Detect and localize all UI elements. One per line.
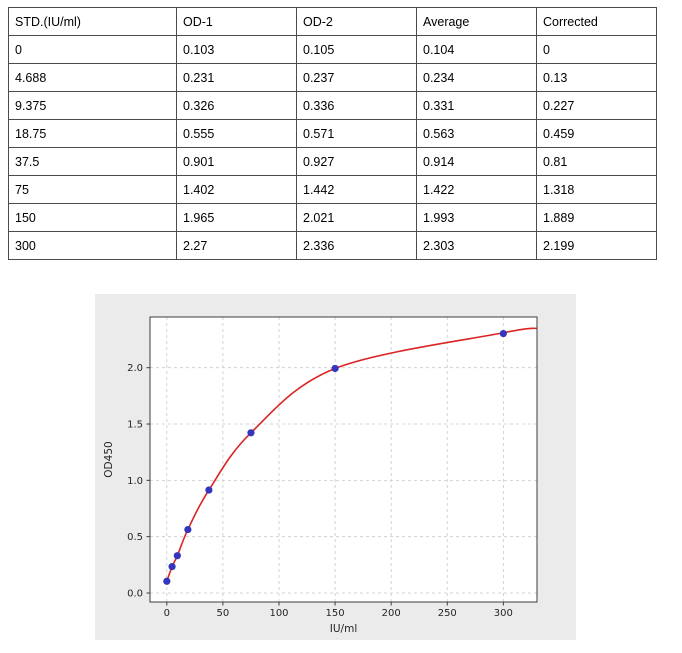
x-axis-label: IU/ml bbox=[330, 623, 357, 635]
table-cell: 0.927 bbox=[296, 147, 417, 176]
table-header-cell: OD-1 bbox=[176, 7, 297, 36]
table-cell: 1.889 bbox=[536, 203, 657, 232]
data-point bbox=[499, 329, 507, 338]
table-cell: 0.563 bbox=[416, 119, 537, 148]
data-point bbox=[163, 577, 171, 585]
table-header-row: STD.(IU/ml) OD-1 OD-2 Average Corrected bbox=[8, 7, 657, 36]
table-row: 75 1.402 1.442 1.422 1.318 bbox=[8, 175, 657, 204]
data-point bbox=[184, 525, 192, 534]
table-cell: 0.901 bbox=[176, 147, 297, 176]
table-cell: 1.318 bbox=[536, 175, 657, 204]
data-point bbox=[173, 552, 181, 560]
y-tick-label: 0.5 bbox=[127, 532, 143, 543]
table-cell: 0.234 bbox=[416, 63, 537, 92]
y-tick-label: 2.0 bbox=[127, 363, 143, 374]
tick-labels: 0 50 100 150 200 250 300 0.0 0.5 1.0 1.5 2.0 bbox=[127, 363, 513, 619]
table-cell: 1.993 bbox=[416, 203, 537, 232]
table-header-cell: STD.(IU/ml) bbox=[8, 7, 177, 36]
data-points bbox=[163, 329, 507, 585]
table-cell: 0.13 bbox=[536, 63, 657, 92]
table-cell: 0.459 bbox=[536, 119, 657, 148]
table-cell: 0.555 bbox=[176, 119, 297, 148]
data-point bbox=[247, 429, 255, 437]
table-cell: 0 bbox=[536, 35, 657, 64]
table-cell: 0.326 bbox=[176, 91, 297, 120]
table-row: 0 0.103 0.105 0.104 0 bbox=[8, 35, 657, 64]
table-cell: 0.105 bbox=[296, 35, 417, 64]
table-row: 150 1.965 2.021 1.993 1.889 bbox=[8, 203, 657, 232]
table-cell: 2.199 bbox=[536, 231, 657, 260]
table-cell: 0.81 bbox=[536, 147, 657, 176]
standard-curve-figure: 0 50 100 150 200 250 300 0.0 0.5 1.0 1.5 2.0 IU/ml OD… bbox=[95, 294, 576, 640]
fit-curve-line bbox=[166, 327, 538, 582]
data-point bbox=[168, 563, 176, 571]
table-cell: 0.914 bbox=[416, 147, 537, 176]
table-cell: 4.688 bbox=[8, 63, 177, 92]
table-cell: 300 bbox=[8, 231, 177, 260]
standard-curve-chart: 0 50 100 150 200 250 300 0.0 0.5 1.0 1.5 2.0 IU/ml OD… bbox=[95, 294, 576, 640]
table-cell: 1.402 bbox=[176, 175, 297, 204]
table-cell: 0.227 bbox=[536, 91, 657, 120]
table-cell: 0.231 bbox=[176, 63, 297, 92]
x-tick-label: 100 bbox=[269, 608, 288, 619]
x-tick-label: 200 bbox=[382, 608, 401, 619]
table-cell: 75 bbox=[8, 175, 177, 204]
x-tick-label: 150 bbox=[326, 608, 345, 619]
plot-background bbox=[150, 317, 537, 602]
data-point bbox=[205, 486, 213, 494]
table-cell: 2.336 bbox=[296, 231, 417, 260]
table-cell: 0 bbox=[8, 35, 177, 64]
grid-lines bbox=[150, 317, 537, 602]
table-cell: 0.104 bbox=[416, 35, 537, 64]
axis-ticks bbox=[146, 367, 504, 606]
table-row: 300 2.27 2.336 2.303 2.199 bbox=[8, 231, 657, 260]
x-tick-label: 300 bbox=[494, 608, 513, 619]
standards-table: STD.(IU/ml) OD-1 OD-2 Average Corrected 0 0.1… bbox=[8, 7, 657, 260]
table-cell: 18.75 bbox=[8, 119, 177, 148]
table-cell: 2.303 bbox=[416, 231, 537, 260]
x-tick-label: 0 bbox=[164, 608, 170, 619]
x-tick-label: 50 bbox=[217, 608, 230, 619]
table-cell: 0.331 bbox=[416, 91, 537, 120]
table-cell: 150 bbox=[8, 203, 177, 232]
table-cell: 2.27 bbox=[176, 231, 297, 260]
table-row: 4.688 0.231 0.237 0.234 0.13 bbox=[8, 63, 657, 92]
table-cell: 9.375 bbox=[8, 91, 177, 120]
y-tick-label: 0.0 bbox=[127, 588, 143, 599]
table-cell: 0.571 bbox=[296, 119, 417, 148]
table-row: 9.375 0.326 0.336 0.331 0.227 bbox=[8, 91, 657, 120]
table-cell: 1.442 bbox=[296, 175, 417, 204]
y-axis-label: OD450 bbox=[103, 441, 115, 477]
table-row: 18.75 0.555 0.571 0.563 0.459 bbox=[8, 119, 657, 148]
table-row: 37.5 0.901 0.927 0.914 0.81 bbox=[8, 147, 657, 176]
table-header-cell: Average bbox=[416, 7, 537, 36]
table-header-cell: Corrected bbox=[536, 7, 657, 36]
plot-border bbox=[149, 316, 538, 603]
data-point bbox=[331, 364, 339, 373]
table-cell: 0.336 bbox=[296, 91, 417, 120]
table-header-cell: OD-2 bbox=[296, 7, 417, 36]
y-tick-label: 1.0 bbox=[127, 476, 143, 487]
table-cell: 1.422 bbox=[416, 175, 537, 204]
table-cell: 0.237 bbox=[296, 63, 417, 92]
x-tick-label: 250 bbox=[438, 608, 457, 619]
table-cell: 37.5 bbox=[8, 147, 177, 176]
table-cell: 1.965 bbox=[176, 203, 297, 232]
y-tick-label: 1.5 bbox=[127, 420, 143, 431]
table-cell: 2.021 bbox=[296, 203, 417, 232]
table-cell: 0.103 bbox=[176, 35, 297, 64]
